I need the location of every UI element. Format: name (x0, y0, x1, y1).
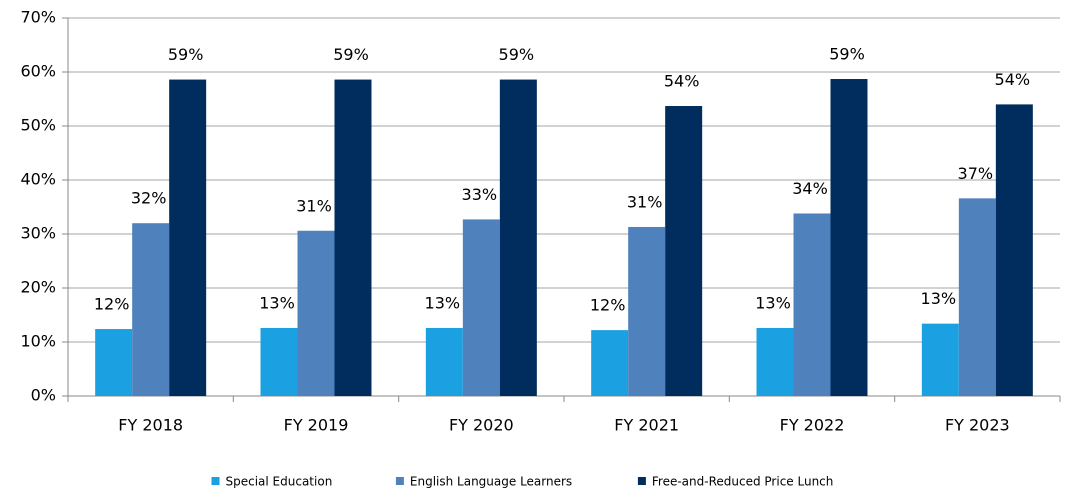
bar (830, 79, 868, 397)
value-label: 12% (590, 296, 626, 315)
x-tick-label: FY 2018 (118, 416, 183, 435)
bar (628, 226, 666, 396)
value-label: 59% (333, 45, 369, 64)
x-tick-label: FY 2019 (284, 416, 349, 435)
bar (921, 323, 959, 396)
bar (334, 79, 372, 396)
value-label: 31% (296, 196, 332, 215)
bar (260, 327, 298, 396)
x-tick-label: FY 2022 (780, 416, 845, 435)
value-label: 32% (131, 189, 167, 208)
value-label: 59% (829, 45, 865, 64)
value-label: 54% (995, 70, 1031, 89)
bar (958, 198, 996, 396)
value-label: 13% (755, 293, 791, 312)
bar (425, 327, 463, 396)
bar (297, 230, 335, 396)
bar (132, 223, 170, 396)
bar (793, 213, 831, 396)
y-tick-label: 30% (20, 224, 56, 243)
value-label: 37% (958, 164, 994, 183)
y-tick-label: 0% (31, 386, 56, 405)
legend-label: English Language Learners (410, 475, 572, 489)
y-tick-label: 20% (20, 278, 56, 297)
bar (995, 104, 1033, 397)
x-tick-label: FY 2021 (614, 416, 679, 435)
legend-label: Free-and-Reduced Price Lunch (652, 475, 834, 489)
x-tick-label: FY 2023 (945, 416, 1010, 435)
bar (499, 79, 537, 396)
value-label: 13% (259, 293, 295, 312)
y-tick-label: 70% (20, 8, 56, 27)
legend-swatch (637, 477, 646, 485)
legend-swatch (395, 477, 404, 485)
y-tick-label: 60% (20, 62, 56, 81)
value-label: 54% (664, 72, 700, 91)
y-tick-label: 50% (20, 116, 56, 135)
bar (591, 330, 629, 396)
value-label: 33% (462, 185, 498, 204)
bar (95, 329, 133, 396)
x-tick-label: FY 2020 (449, 416, 514, 435)
bar (665, 106, 703, 397)
value-label: 59% (168, 45, 204, 64)
legend-swatch (211, 477, 220, 485)
value-label: 13% (425, 293, 461, 312)
bar (462, 219, 500, 396)
legend-label: Special Education (226, 475, 333, 489)
bar (169, 79, 207, 396)
y-tick-label: 40% (20, 170, 56, 189)
y-tick-label: 10% (20, 332, 56, 351)
value-label: 13% (921, 289, 957, 308)
bar (756, 327, 794, 396)
value-label: 34% (792, 179, 828, 198)
value-label: 59% (499, 45, 535, 64)
value-label: 12% (94, 295, 130, 314)
value-label: 31% (627, 192, 663, 211)
